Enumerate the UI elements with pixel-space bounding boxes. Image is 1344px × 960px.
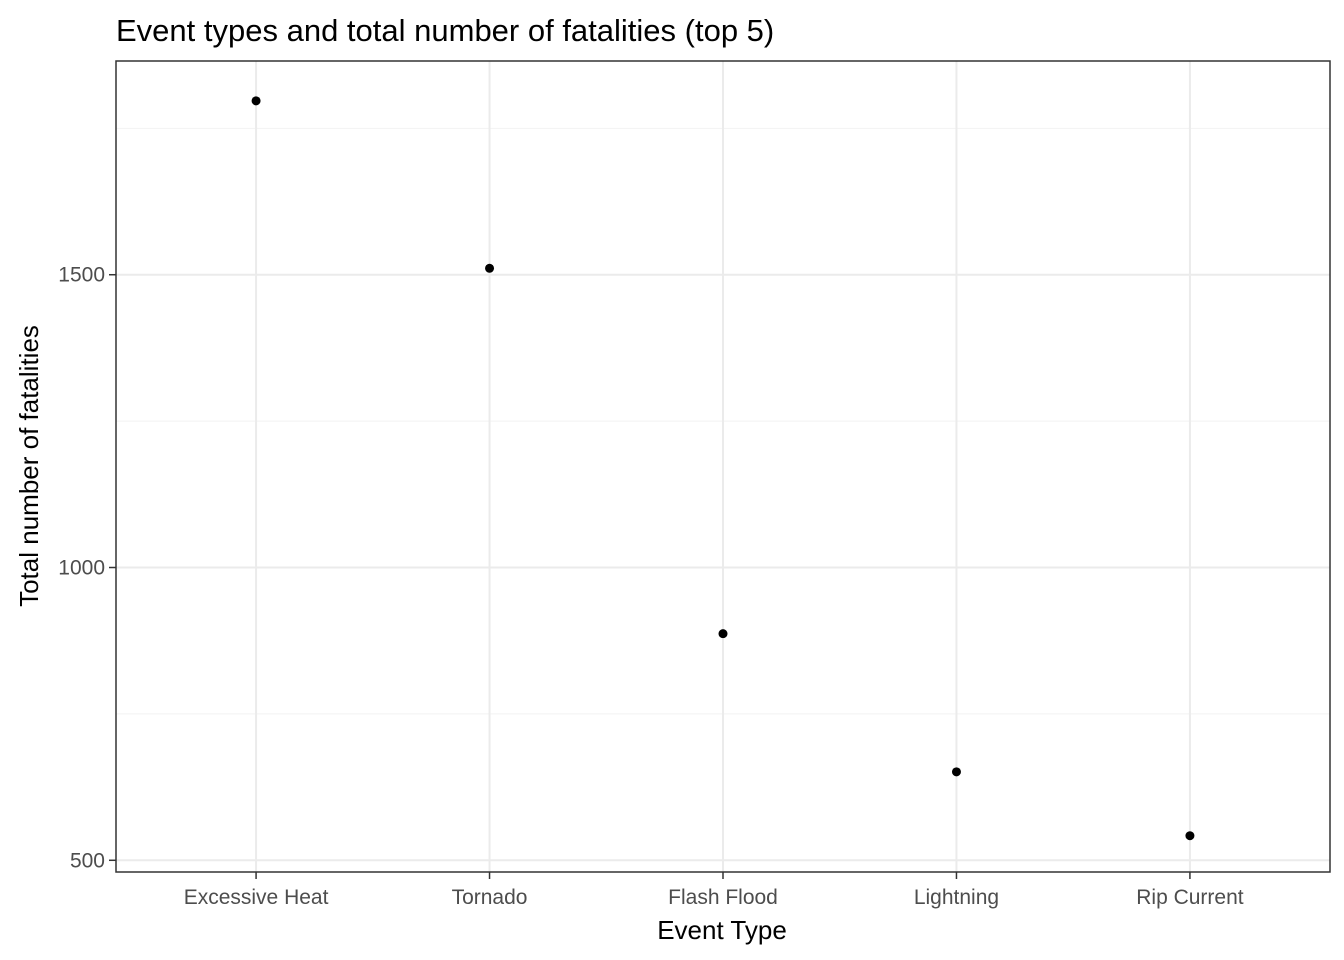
x-axis-title: Event Type <box>657 915 787 945</box>
y-axis-title: Total number of fatalities <box>14 325 44 607</box>
y-tick-label: 1000 <box>58 557 105 580</box>
data-point <box>485 263 495 273</box>
y-tick-label: 1500 <box>58 264 105 287</box>
data-point <box>951 767 961 777</box>
chart-title: Event types and total number of fataliti… <box>116 13 774 48</box>
data-points <box>251 96 1195 841</box>
data-point <box>251 96 261 106</box>
x-tick-label: Tornado <box>452 886 528 909</box>
data-point <box>1185 831 1195 841</box>
x-tick-label: Flash Flood <box>668 886 778 909</box>
y-tick-label: 500 <box>70 849 105 872</box>
x-axis-tick-labels: Excessive Heat Tornado Flash Flood Lightnin… <box>184 886 1244 909</box>
x-tick-label: Lightning <box>914 886 999 909</box>
x-tick-label: Excessive Heat <box>184 886 329 909</box>
axis-ticks <box>109 273 1191 879</box>
y-axis-tick-labels: 500 1000 1500 <box>58 264 105 873</box>
data-point <box>718 629 728 639</box>
x-tick-label: Rip Current <box>1136 886 1244 909</box>
grid <box>116 61 1330 872</box>
